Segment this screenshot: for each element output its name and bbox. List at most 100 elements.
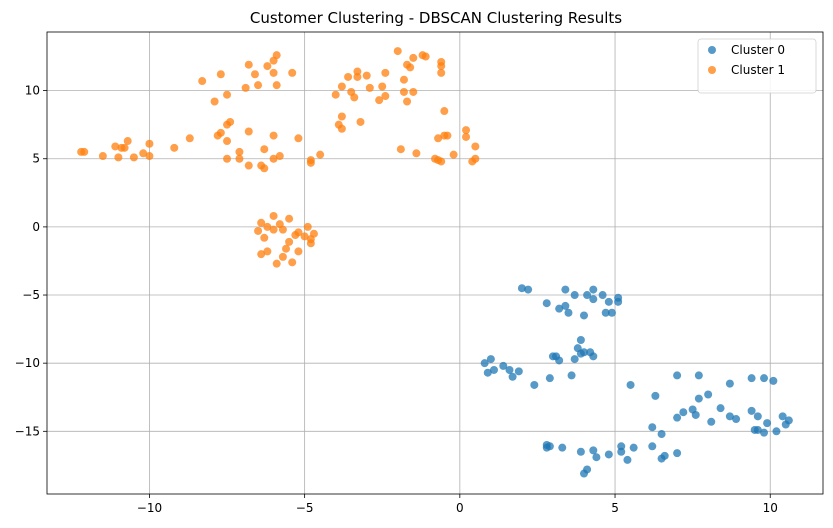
data-point (381, 68, 390, 77)
data-point (412, 149, 421, 158)
data-point (449, 150, 458, 159)
axis-ticks: −10 −5 0 5 10 −15 −10 −5 0 5 10 (15, 84, 778, 515)
data-point (471, 142, 480, 151)
data-point (508, 372, 517, 381)
data-point (576, 447, 585, 456)
data-point (524, 285, 533, 294)
data-point (725, 412, 734, 421)
y-tick-label: −15 (15, 424, 40, 438)
data-point (269, 68, 278, 77)
data-point (356, 117, 365, 126)
data-point (471, 154, 480, 163)
data-point (517, 284, 526, 293)
data-point (244, 127, 253, 136)
plot-frame (46, 31, 824, 495)
data-point (579, 311, 588, 320)
data-point (437, 157, 446, 166)
data-point (257, 218, 266, 227)
data-point (679, 408, 688, 417)
data-point (257, 250, 266, 259)
data-point (648, 423, 657, 432)
x-tick-label: 0 (456, 501, 464, 515)
data-point (772, 427, 781, 436)
data-point (309, 229, 318, 238)
data-point (604, 297, 613, 306)
x-tick-label: −5 (296, 501, 314, 515)
data-point (300, 232, 309, 241)
data-point (337, 82, 346, 91)
data-point (381, 92, 390, 101)
data-point (344, 72, 353, 81)
data-point (673, 371, 682, 380)
x-tick-label: 10 (763, 501, 778, 515)
data-point (263, 62, 272, 71)
data-point (235, 147, 244, 156)
data-point (589, 352, 598, 361)
data-point (145, 139, 154, 148)
data-point (579, 348, 588, 357)
data-point (462, 126, 471, 135)
data-point (570, 355, 579, 364)
y-tick-label: −5 (22, 288, 40, 302)
data-point (437, 68, 446, 77)
data-point (111, 142, 120, 151)
data-point (598, 291, 607, 300)
data-point (437, 57, 446, 66)
data-point (409, 87, 418, 96)
data-point (648, 442, 657, 451)
data-point (216, 70, 225, 79)
legend-marker (708, 46, 716, 54)
data-point (216, 128, 225, 137)
data-point (747, 374, 756, 383)
data-point (375, 96, 384, 105)
x-tick-label: −10 (137, 501, 162, 515)
data-point (760, 428, 769, 437)
data-point (269, 154, 278, 163)
data-point (98, 152, 107, 161)
data-point (760, 374, 769, 383)
data-point (250, 70, 259, 79)
data-point (244, 60, 253, 69)
data-point (434, 134, 443, 143)
y-tick-label: −10 (15, 356, 40, 370)
data-point (282, 244, 291, 253)
data-point (570, 291, 579, 300)
x-tick-label: 5 (611, 501, 619, 515)
data-point (170, 143, 179, 152)
data-point (614, 297, 623, 306)
data-point (592, 453, 601, 462)
data-point (294, 247, 303, 256)
data-point (260, 233, 269, 242)
data-point (725, 379, 734, 388)
data-point (409, 53, 418, 62)
data-point (223, 137, 232, 146)
data-point (651, 391, 660, 400)
data-point (254, 81, 263, 90)
data-point (462, 132, 471, 141)
data-point (747, 406, 756, 415)
data-point (555, 356, 564, 365)
data-point (399, 87, 408, 96)
data-point (629, 443, 638, 452)
data-point (732, 415, 741, 424)
data-point (673, 449, 682, 458)
data-point (272, 81, 281, 90)
data-point (579, 469, 588, 478)
data-point (707, 417, 716, 426)
data-point (769, 376, 778, 385)
data-point (589, 446, 598, 455)
data-point (601, 308, 610, 317)
data-point (210, 97, 219, 106)
data-point (285, 237, 294, 246)
data-point (421, 52, 430, 61)
data-point (120, 143, 129, 152)
grid-lines (47, 32, 823, 494)
data-point (396, 145, 405, 154)
series-1-points (77, 47, 480, 268)
data-point (499, 361, 508, 370)
data-point (480, 359, 489, 368)
data-point (781, 420, 790, 429)
data-point (260, 145, 269, 154)
data-point (275, 152, 284, 161)
